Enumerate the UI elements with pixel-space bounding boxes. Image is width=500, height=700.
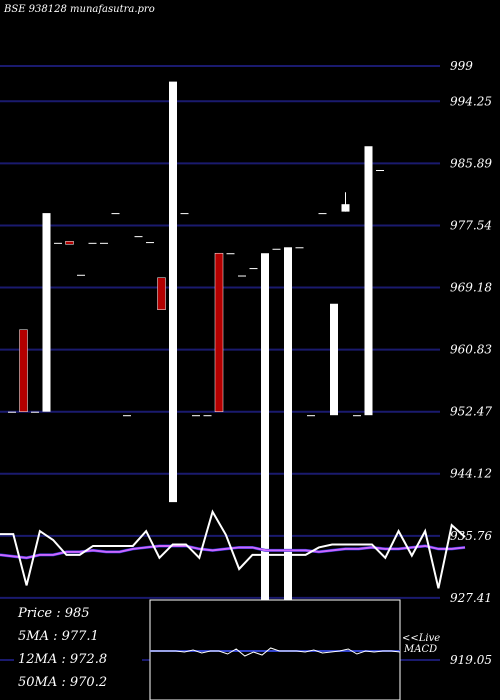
y-tick-label: 994.25 [450, 94, 492, 108]
chart-title: BSE 938128 munafasutra.pro [3, 4, 155, 15]
candle-body [54, 242, 62, 244]
volume-line [0, 509, 466, 589]
candle-body [318, 213, 327, 215]
candle-body [42, 213, 51, 412]
y-tick-label: 985.89 [450, 156, 492, 170]
ma5-text: 5MA : 977.1 [18, 629, 99, 644]
macd-label: MACD [403, 644, 437, 655]
y-tick-label: 944.12 [450, 467, 492, 481]
candle-body [123, 415, 131, 417]
candle-body [330, 303, 338, 416]
candle-body [284, 247, 292, 624]
macd-panel: <<Live MACD [149, 599, 440, 700]
y-tick-label: 927.41 [450, 591, 492, 605]
candle-body [364, 146, 373, 416]
y-tick-label: 919.05 [450, 653, 492, 667]
candle-body [192, 415, 200, 417]
macd-live-label: <<Live [402, 633, 440, 644]
candle-body [100, 242, 108, 244]
y-tick-label: 969.18 [450, 281, 492, 295]
price-text: Price : 985 [17, 606, 90, 621]
candle-body [65, 241, 74, 245]
candle-body [169, 81, 177, 503]
candle-body [353, 415, 361, 417]
y-tick-label: 960.83 [450, 343, 492, 357]
candle-body [341, 204, 350, 212]
candle-body [272, 248, 281, 250]
candle-body [376, 170, 384, 172]
candle-body [31, 411, 39, 413]
candle-body [203, 415, 212, 417]
candle-body [19, 329, 28, 412]
candle-body [295, 247, 304, 249]
indicator-lines [0, 509, 466, 589]
candle-body [77, 274, 85, 276]
ma50-text: 50MA : 970.2 [18, 675, 107, 690]
y-tick-label: 977.54 [450, 218, 492, 232]
candle-body [214, 252, 224, 412]
info-box-bg [14, 600, 142, 700]
candle-body [238, 275, 246, 277]
ma-line [0, 544, 466, 559]
y-axis-labels: 999 994.25 985.89 977.54 969.18 960.83 952.47 9… [450, 59, 492, 667]
info-box: Price : 985 5MA : 977.1 12MA : 972.8 50M… [14, 600, 142, 700]
candle-body [134, 236, 143, 238]
candles [8, 81, 384, 624]
candle-body [180, 213, 189, 215]
candle-body [146, 242, 154, 244]
candle-body [88, 242, 97, 244]
candle-body [8, 411, 16, 413]
candle-body [261, 253, 269, 624]
y-tick-label: 999 [450, 59, 473, 73]
y-tick-label: 935.76 [450, 529, 492, 543]
candle-body [307, 415, 315, 417]
candle-body [157, 277, 166, 310]
macd-line [150, 647, 401, 657]
candle-body [249, 268, 258, 270]
candle-body [111, 213, 120, 215]
candle-body [226, 253, 235, 255]
ma12-text: 12MA : 972.8 [18, 652, 107, 667]
y-tick-label: 952.47 [450, 405, 492, 419]
